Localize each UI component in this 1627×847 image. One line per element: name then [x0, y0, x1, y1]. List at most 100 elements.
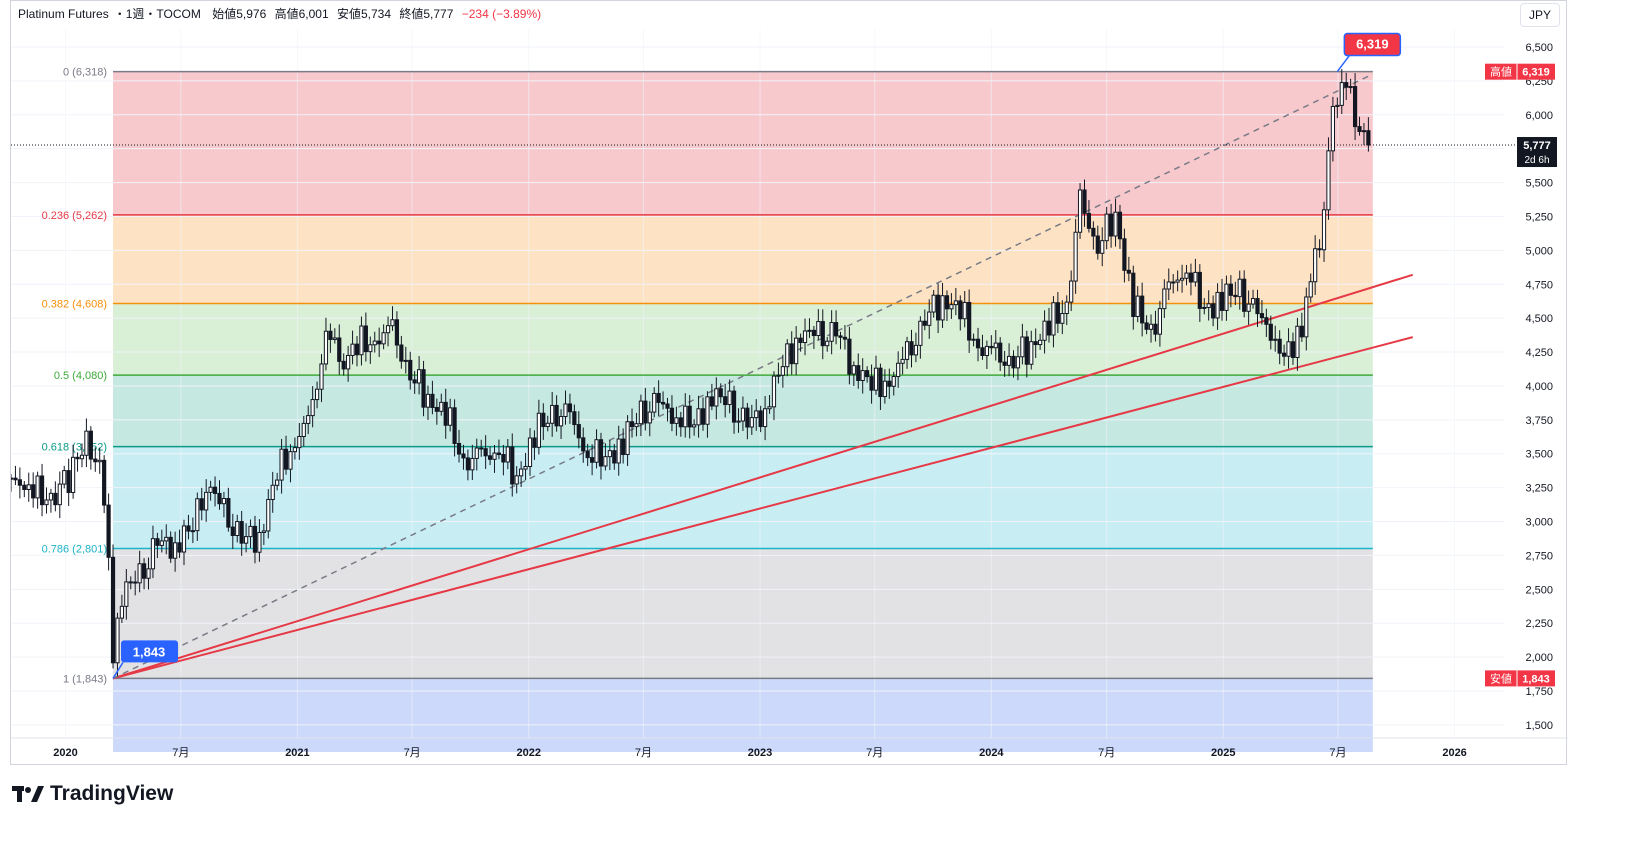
candle-body [918, 320, 923, 346]
candle-body [896, 362, 901, 378]
candle-body [297, 435, 302, 449]
last-price-tag-bg [1517, 137, 1557, 168]
time-tick: 2023 [748, 747, 772, 759]
candle-body [563, 403, 568, 418]
ohlc-open: 始値5,976 [212, 7, 267, 21]
candle-body [1175, 279, 1180, 283]
candle-body [802, 330, 808, 344]
candle-body [1184, 272, 1189, 279]
candle-body [434, 407, 439, 412]
candle-body [448, 407, 453, 426]
price-tick: 2,500 [1525, 584, 1553, 596]
candle-body [1313, 248, 1318, 283]
candle-body [598, 439, 604, 467]
candle-body [487, 455, 493, 460]
candle-body [944, 295, 950, 310]
candle-body [1024, 336, 1029, 365]
candle-body [39, 475, 45, 506]
price-chart[interactable]: 0 (6,318) 0.236 (5,262) 0.382 (4,608) 0.5 (… [11, 1, 1568, 766]
price-tick: 1,750 [1525, 686, 1553, 698]
candle-body [1033, 341, 1038, 346]
fib-zone-0.382 [113, 303, 1373, 376]
candle-body [638, 400, 643, 425]
candle-body [674, 417, 679, 424]
candle-body [1171, 281, 1176, 284]
candle-body [244, 536, 249, 544]
fib-zone-0.236 [113, 214, 1373, 304]
candle-body [181, 525, 187, 553]
candle-body [749, 417, 754, 428]
candle-body [190, 530, 195, 533]
candle-body [1321, 209, 1327, 251]
chart-frame[interactable]: 0 (6,318) 0.236 (5,262) 0.382 (4,608) 0.5 (… [10, 0, 1568, 766]
candle-body [998, 342, 1003, 363]
candle-body [1317, 248, 1322, 251]
candle-body [1131, 272, 1136, 318]
candle-body [581, 437, 586, 452]
candle-body [221, 498, 227, 505]
candle-body [510, 446, 515, 485]
candle-body [1339, 82, 1344, 106]
ohlc-low: 安値5,734 [336, 7, 391, 21]
candle-body [1100, 240, 1105, 254]
candle-body [731, 390, 737, 423]
candle-body [900, 358, 905, 364]
interval[interactable]: 1週 [125, 7, 145, 21]
candle-body [616, 438, 621, 464]
candle-body [275, 479, 280, 486]
candle-body [319, 363, 324, 390]
exchange: TOCOM [156, 7, 201, 21]
time-tick: 7月 [172, 747, 189, 759]
candle-body [501, 454, 506, 463]
candle-body [137, 563, 142, 584]
candle-body [248, 525, 253, 538]
price-tick: 4,000 [1525, 381, 1553, 393]
candle-body [1295, 325, 1300, 358]
candle-body [607, 450, 612, 458]
tradingview-logo[interactable]: TradingView [12, 782, 173, 806]
candle-body [1086, 212, 1092, 229]
candle-body [66, 470, 71, 493]
symbol-name[interactable]: Platinum Futures [18, 7, 109, 21]
candle-body [168, 536, 173, 559]
price-tag-bg [1485, 63, 1555, 80]
candle-body [1126, 269, 1131, 274]
candle-body [1109, 213, 1114, 237]
candle-body [878, 367, 883, 398]
candle-body [150, 538, 156, 570]
currency-button[interactable]: JPY [1520, 3, 1560, 27]
candle-body [825, 340, 830, 347]
candle-body [727, 390, 732, 406]
price-tick: 2,750 [1525, 550, 1553, 562]
candle-body [1082, 189, 1087, 214]
candle-body [124, 581, 129, 607]
candle-body [13, 477, 18, 481]
candle-body [1202, 306, 1207, 309]
candle-body [346, 354, 351, 370]
candle-body [940, 295, 945, 321]
candle-body [656, 392, 661, 403]
candle-body [1344, 82, 1349, 88]
time-tick: 7月 [1098, 747, 1115, 759]
candle-body [1073, 231, 1078, 282]
candle-body [1268, 323, 1273, 341]
fib-label-0.236: 0.236 (5,262) [42, 210, 107, 222]
candle-body [337, 337, 342, 362]
candle-body [1020, 336, 1025, 358]
candle-body [1038, 339, 1043, 346]
time-tick: 7月 [404, 747, 421, 759]
candle-body [842, 336, 848, 340]
candle-body [807, 329, 812, 332]
candle-body [594, 439, 599, 463]
price-tick: 3,250 [1525, 483, 1553, 495]
candle-body [660, 401, 666, 405]
dashed-trendline [112, 73, 1374, 680]
candle-body [1166, 281, 1171, 290]
candle-body [851, 365, 856, 375]
time-tick: 2022 [516, 747, 540, 759]
candle-body [474, 447, 479, 459]
candle-body [230, 526, 235, 537]
candle-body [714, 388, 719, 407]
candle-body [53, 492, 58, 506]
candle-body [736, 420, 741, 423]
